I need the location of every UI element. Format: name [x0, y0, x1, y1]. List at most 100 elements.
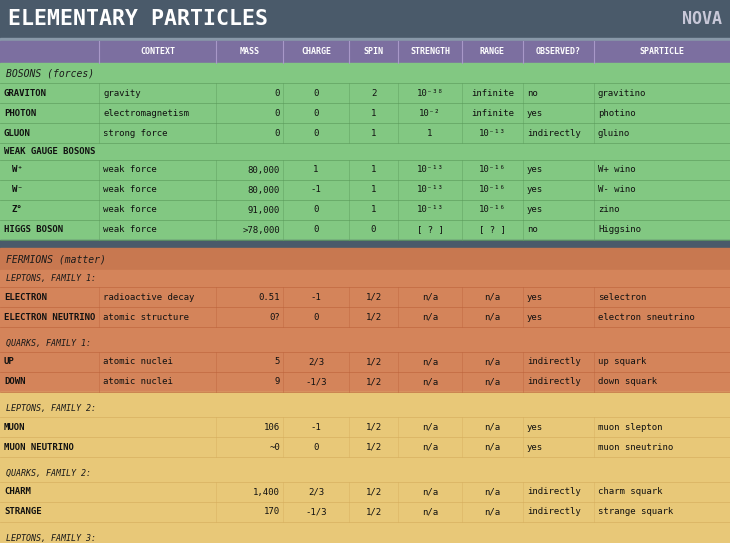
Text: 106: 106 — [264, 422, 280, 432]
Text: GLUON: GLUON — [4, 129, 31, 137]
Text: n/a: n/a — [485, 488, 501, 496]
Text: 0: 0 — [371, 225, 376, 235]
Bar — [0, 457, 730, 465]
Text: infinite: infinite — [471, 109, 514, 117]
Text: n/a: n/a — [422, 313, 438, 321]
Text: 1/2: 1/2 — [366, 508, 382, 516]
Text: OBSERVED?: OBSERVED? — [536, 47, 581, 56]
Text: up squark: up squark — [598, 357, 646, 367]
Text: 0: 0 — [274, 129, 280, 137]
Text: n/a: n/a — [485, 293, 501, 301]
Bar — [0, 372, 730, 392]
Text: 0: 0 — [313, 129, 319, 137]
Bar — [0, 352, 730, 372]
Text: n/a: n/a — [422, 443, 438, 451]
Text: MUON NEUTRINO: MUON NEUTRINO — [4, 443, 74, 451]
Text: 0: 0 — [313, 443, 319, 451]
Text: photino: photino — [598, 109, 636, 117]
Text: 10⁻¹³: 10⁻¹³ — [417, 186, 443, 194]
Text: selectron: selectron — [598, 293, 646, 301]
Text: -1/3: -1/3 — [305, 377, 327, 387]
Bar — [0, 143, 730, 160]
Text: n/a: n/a — [485, 508, 501, 516]
Text: yes: yes — [527, 422, 543, 432]
Text: ELECTRON NEUTRINO: ELECTRON NEUTRINO — [4, 313, 96, 321]
Text: yes: yes — [527, 166, 543, 174]
Text: W⁻: W⁻ — [12, 186, 23, 194]
Text: no: no — [527, 225, 538, 235]
Text: zino: zino — [598, 205, 620, 214]
Text: 0: 0 — [313, 313, 319, 321]
Text: electromagnetism: electromagnetism — [103, 109, 189, 117]
Text: yes: yes — [527, 293, 543, 301]
Text: atomic nuclei: atomic nuclei — [103, 357, 173, 367]
Bar — [0, 522, 730, 530]
Text: strange squark: strange squark — [598, 508, 673, 516]
Text: 10⁻³⁸: 10⁻³⁸ — [417, 89, 443, 98]
Text: 2/3: 2/3 — [308, 488, 324, 496]
Bar — [0, 417, 730, 437]
Bar — [0, 200, 730, 220]
Bar — [0, 437, 730, 457]
Text: ELECTRON: ELECTRON — [4, 293, 47, 301]
Text: -1: -1 — [311, 293, 321, 301]
Text: 1/2: 1/2 — [366, 488, 382, 496]
Text: MASS: MASS — [239, 47, 259, 56]
Text: -1/3: -1/3 — [305, 508, 327, 516]
Text: gravity: gravity — [103, 89, 141, 98]
Text: indirectly: indirectly — [527, 357, 581, 367]
Text: 80,000: 80,000 — [247, 186, 280, 194]
Bar — [0, 482, 730, 502]
Text: yes: yes — [527, 109, 543, 117]
Text: STRANGE: STRANGE — [4, 508, 42, 516]
Text: 10⁻¹⁶: 10⁻¹⁶ — [479, 205, 506, 214]
Text: weak force: weak force — [103, 186, 157, 194]
Text: -1: -1 — [311, 186, 321, 194]
Text: CONTEXT: CONTEXT — [140, 47, 175, 56]
Text: QUARKS, FAMILY 2:: QUARKS, FAMILY 2: — [6, 469, 91, 478]
Text: n/a: n/a — [422, 293, 438, 301]
Text: yes: yes — [527, 186, 543, 194]
Bar — [0, 502, 730, 522]
Text: n/a: n/a — [422, 357, 438, 367]
Text: 1: 1 — [371, 186, 376, 194]
Text: Z°: Z° — [12, 205, 23, 214]
Text: indirectly: indirectly — [527, 129, 581, 137]
Text: FERMIONS (matter): FERMIONS (matter) — [6, 254, 106, 264]
Text: yes: yes — [527, 443, 543, 451]
Text: n/a: n/a — [422, 488, 438, 496]
Text: LEPTONS, FAMILY 3:: LEPTONS, FAMILY 3: — [6, 534, 96, 543]
Text: HIGGS BOSON: HIGGS BOSON — [4, 225, 63, 235]
Text: 10⁻¹⁶: 10⁻¹⁶ — [479, 186, 506, 194]
Text: 10⁻¹³: 10⁻¹³ — [417, 166, 443, 174]
Text: 1: 1 — [371, 205, 376, 214]
Text: muon sneutrino: muon sneutrino — [598, 443, 673, 451]
Text: PHOTON: PHOTON — [4, 109, 36, 117]
Text: 91,000: 91,000 — [247, 205, 280, 214]
Bar — [0, 0, 730, 38]
Bar — [0, 180, 730, 200]
Bar — [0, 41, 730, 63]
Text: 1/2: 1/2 — [366, 293, 382, 301]
Text: 5: 5 — [274, 357, 280, 367]
Text: 1: 1 — [371, 109, 376, 117]
Text: SPARTICLE: SPARTICLE — [639, 47, 685, 56]
Bar — [0, 103, 730, 123]
Bar — [0, 392, 730, 400]
Bar — [0, 400, 730, 417]
Text: LEPTONS, FAMILY 2:: LEPTONS, FAMILY 2: — [6, 404, 96, 413]
Text: 0: 0 — [313, 109, 319, 117]
Text: [ ? ]: [ ? ] — [417, 225, 443, 235]
Bar — [0, 270, 730, 287]
Text: n/a: n/a — [422, 508, 438, 516]
Text: Higgsino: Higgsino — [598, 225, 641, 235]
Text: DOWN: DOWN — [4, 377, 26, 387]
Bar — [0, 83, 730, 103]
Text: WEAK GAUGE BOSONS: WEAK GAUGE BOSONS — [4, 147, 96, 156]
Text: NOVA: NOVA — [682, 10, 722, 28]
Text: QUARKS, FAMILY 1:: QUARKS, FAMILY 1: — [6, 339, 91, 348]
Text: [ ? ]: [ ? ] — [479, 225, 506, 235]
Text: down squark: down squark — [598, 377, 657, 387]
Text: 170: 170 — [264, 508, 280, 516]
Text: 10⁻¹³: 10⁻¹³ — [479, 129, 506, 137]
